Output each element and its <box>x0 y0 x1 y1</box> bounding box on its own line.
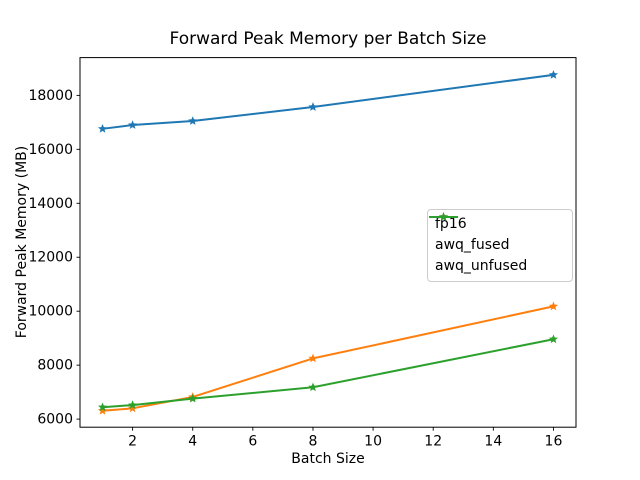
y-tick-label: 14000 <box>28 196 73 212</box>
series-marker-awq_fused <box>128 403 138 413</box>
axes-spines <box>79 57 577 428</box>
chart-title: Forward Peak Memory per Batch Size <box>169 29 487 49</box>
x-tick-label: 16 <box>545 434 563 450</box>
series-marker-awq_unfused <box>188 393 198 403</box>
star-marker-icon <box>438 212 449 221</box>
y-tick-label: 16000 <box>28 142 73 158</box>
y-tick-label: 8000 <box>37 358 73 374</box>
legend-label: fp16 <box>435 216 467 232</box>
y-axis-label: Forward Peak Memory (MB) <box>14 145 30 339</box>
legend-line-sample <box>429 212 458 221</box>
series-line-fp16 <box>101 73 555 130</box>
legend-item-awq_unfused: awq_unfused <box>429 212 564 276</box>
x-tick-label: 12 <box>424 434 442 450</box>
legend: fp16 awq_fused awq_unfused <box>427 209 573 282</box>
series-marker-fp16 <box>97 124 108 133</box>
x-tick-label: 8 <box>309 434 318 450</box>
y-tick-label: 18000 <box>28 88 73 104</box>
series-marker-fp16 <box>548 70 559 79</box>
x-tick-label: 10 <box>364 434 382 450</box>
legend-label: awq_unfused <box>435 258 528 274</box>
x-tick-label: 2 <box>128 434 137 450</box>
series-marker-fp16 <box>128 120 138 129</box>
series-marker-awq_fused <box>97 405 108 415</box>
x-tick-label: 6 <box>248 434 257 450</box>
y-tick-label: 10000 <box>28 304 73 320</box>
series-line-awq_fused <box>101 305 555 412</box>
x-tick-label: 4 <box>188 434 197 450</box>
series-marker-fp16 <box>308 102 318 111</box>
x-axis-label: Batch Size <box>291 451 365 467</box>
series-marker-fp16 <box>188 116 198 125</box>
series-marker-awq_fused <box>308 353 318 363</box>
y-tick-label: 6000 <box>37 412 73 428</box>
series-line-awq_unfused <box>101 338 555 409</box>
x-tick-label: 14 <box>484 434 502 450</box>
legend-item-awq_fused: awq_fused <box>429 212 564 255</box>
legend-label: awq_fused <box>435 237 510 253</box>
series-marker-awq_unfused <box>128 400 138 409</box>
y-tick-label: 12000 <box>28 250 73 266</box>
series-marker-awq_unfused <box>548 334 559 344</box>
series-marker-awq_fused <box>548 301 559 311</box>
series-marker-awq_unfused <box>97 402 108 412</box>
series-marker-awq_unfused <box>308 382 318 392</box>
